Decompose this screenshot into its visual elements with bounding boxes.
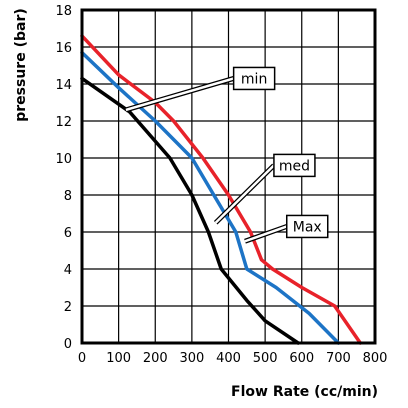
- callout-box: [232, 66, 276, 91]
- callout-leader-core: [125, 77, 234, 112]
- callout-label: med: [279, 158, 310, 174]
- callout-label: min: [241, 71, 267, 87]
- grid: [81, 9, 376, 344]
- callout-leader-core: [214, 164, 275, 224]
- callout-box: [285, 214, 329, 239]
- y-tick-label: 2: [64, 300, 72, 315]
- y-tick-label: 6: [64, 226, 72, 241]
- x-tick-label: 100: [106, 351, 131, 366]
- x-tick-label: 500: [253, 351, 278, 366]
- plot-frame: [80, 8, 377, 345]
- x-tick-label: 800: [363, 351, 388, 366]
- series-line-med: [80, 50, 341, 345]
- y-tick-label: 4: [64, 263, 72, 278]
- x-tick-label: 200: [143, 351, 168, 366]
- tick-labels: 0 100 200 300 400 500 600 700 800 0 2 4 6 8 10 12 14 16 18: [55, 4, 387, 366]
- plot-border: [80, 8, 377, 345]
- y-tick-label: 14: [55, 78, 72, 93]
- series-lines: [80, 34, 363, 345]
- x-tick-label: 600: [289, 351, 314, 366]
- callout-leader-core: [244, 225, 288, 243]
- callout-med: med: [213, 153, 316, 225]
- y-tick-label: 8: [64, 189, 72, 204]
- series-line-max: [80, 34, 363, 345]
- y-tick-label: 12: [55, 115, 72, 130]
- x-tick-label: 0: [78, 351, 86, 366]
- y-tick-label: 10: [55, 152, 72, 167]
- y-tick-label: 18: [55, 4, 72, 19]
- y-tick-label: 16: [55, 41, 72, 56]
- callouts: min med Max: [125, 66, 329, 244]
- callout-label: Max: [293, 219, 322, 235]
- x-tick-label: 300: [179, 351, 204, 366]
- y-axis-title: pressure (bar): [13, 8, 29, 122]
- callout-min: min: [125, 66, 276, 113]
- x-axis-title: Flow Rate (cc/min): [231, 384, 378, 400]
- x-tick-label: 400: [216, 351, 241, 366]
- callout-box: [273, 153, 316, 178]
- callout-max: Max: [244, 214, 329, 244]
- x-tick-label: 700: [326, 351, 351, 366]
- series-line-min: [80, 76, 300, 345]
- y-tick-label: 0: [64, 337, 72, 352]
